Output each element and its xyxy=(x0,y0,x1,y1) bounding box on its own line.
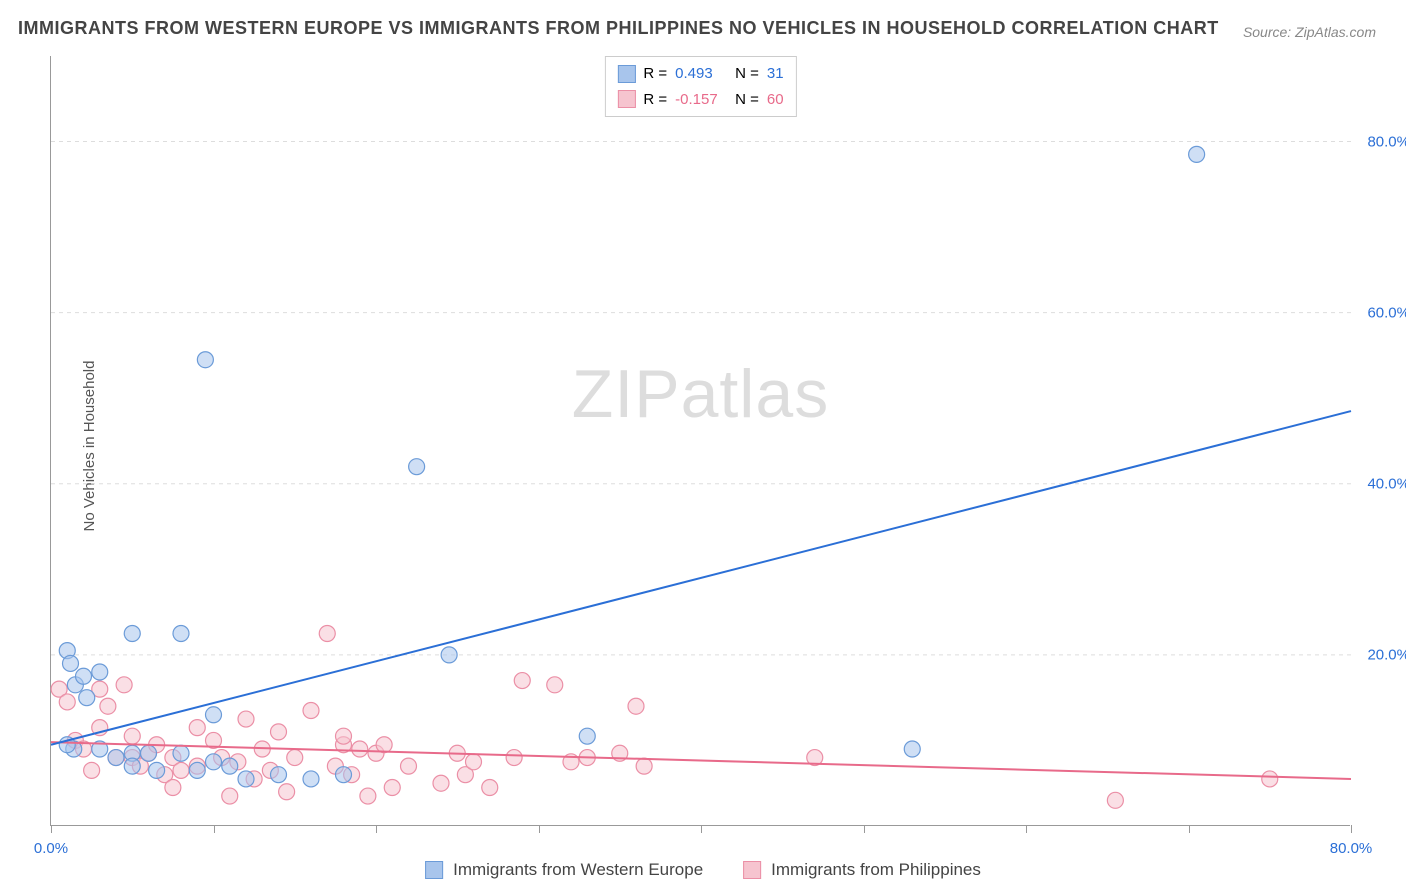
chart-svg xyxy=(51,56,1350,825)
legend-label-2: Immigrants from Philippines xyxy=(771,860,981,880)
x-tick-label: 80.0% xyxy=(1330,840,1373,857)
x-tick xyxy=(1351,825,1352,833)
x-tick xyxy=(539,825,540,833)
y-tick-label: 80.0% xyxy=(1355,133,1406,150)
legend-bottom: Immigrants from Western Europe Immigrant… xyxy=(425,860,981,880)
y-tick-label: 40.0% xyxy=(1355,475,1406,492)
x-tick xyxy=(701,825,702,833)
legend-item-1: Immigrants from Western Europe xyxy=(425,860,703,880)
x-tick xyxy=(214,825,215,833)
legend-swatch-blue-icon xyxy=(425,861,443,879)
legend-label-1: Immigrants from Western Europe xyxy=(453,860,703,880)
chart-title: IMMIGRANTS FROM WESTERN EUROPE VS IMMIGR… xyxy=(18,18,1219,39)
y-tick-label: 20.0% xyxy=(1355,646,1406,663)
source-credit: Source: ZipAtlas.com xyxy=(1243,24,1376,40)
x-tick xyxy=(376,825,377,833)
legend-item-2: Immigrants from Philippines xyxy=(743,860,981,880)
y-tick-label: 60.0% xyxy=(1355,304,1406,321)
x-tick xyxy=(864,825,865,833)
chart-plot-area: ZIPatlas R = 0.493 N = 31 R = -0.157 N =… xyxy=(50,56,1350,826)
x-tick xyxy=(1026,825,1027,833)
x-tick-label: 0.0% xyxy=(34,840,68,857)
legend-swatch-pink-icon xyxy=(743,861,761,879)
x-tick xyxy=(1189,825,1190,833)
x-tick xyxy=(51,825,52,833)
